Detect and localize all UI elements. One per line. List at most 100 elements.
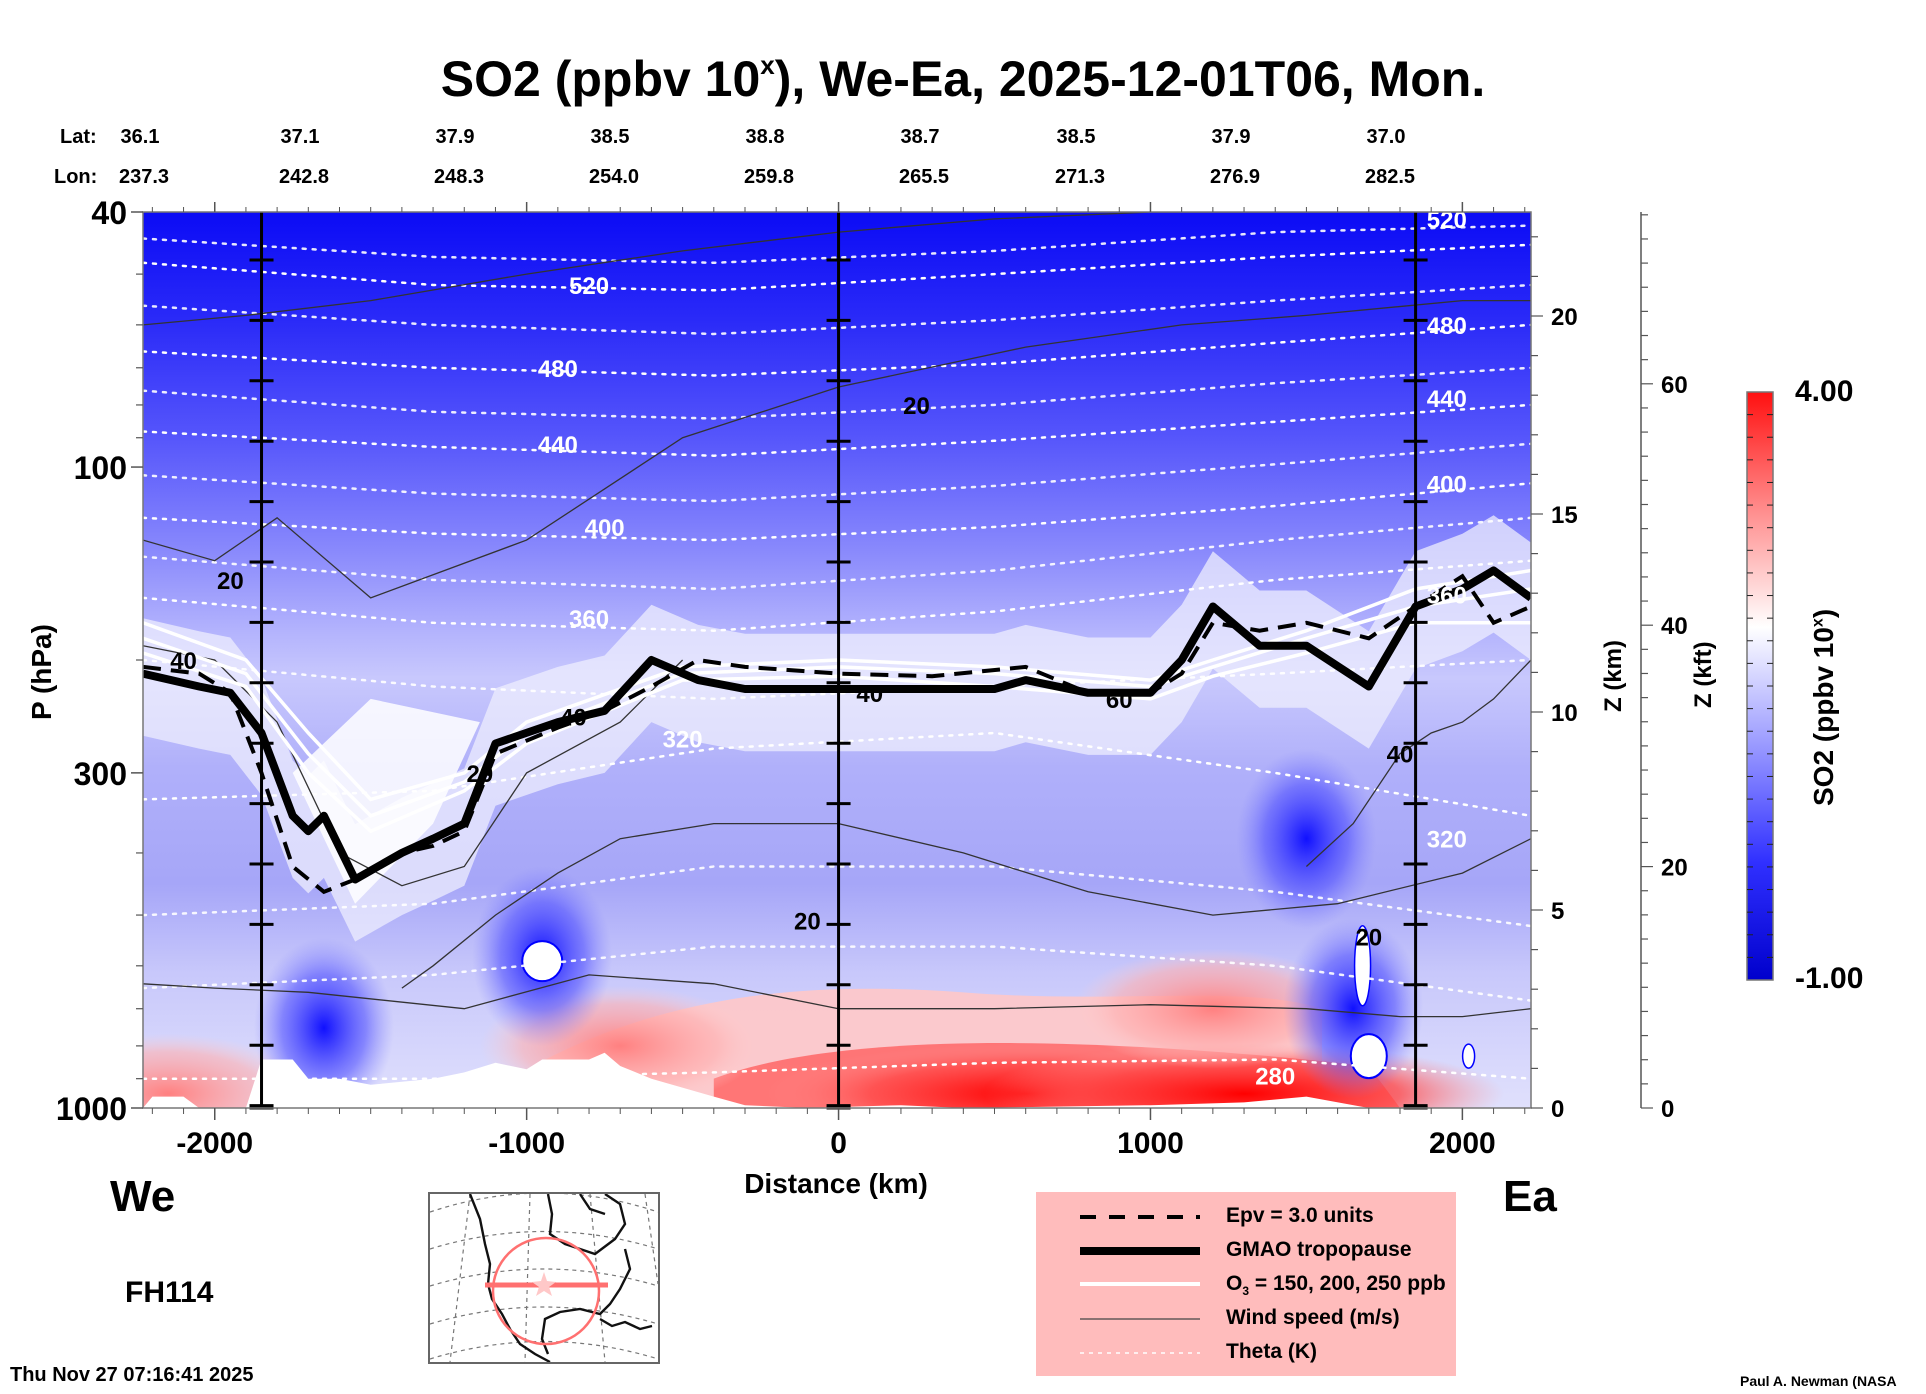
zkm-tick-label: 0 <box>1551 1096 1564 1123</box>
ozone-contour-250 <box>143 621 1531 834</box>
theta-contour <box>143 516 1531 591</box>
tropopause-line <box>143 566 1531 884</box>
credit: Paul A. Newman (NASA <box>1740 1373 1897 1389</box>
lon-value: 282.5 <box>1364 166 1416 188</box>
theta-contour-400 <box>143 482 1531 542</box>
y-tick-label: 300 <box>74 756 127 792</box>
zkft-axis-title: Z (kft) <box>1690 641 1717 708</box>
wind-label: 20 <box>794 909 821 936</box>
y-tick-label: 40 <box>91 195 127 231</box>
x-tick-label: 1000 <box>1117 1127 1184 1160</box>
lon-value: 276.9 <box>1209 166 1261 188</box>
theta-label: 400 <box>1427 471 1467 498</box>
range-circle <box>491 1236 601 1346</box>
chart-title: SO2 (ppbv 10x), We-Ea, 2025-12-01T06, Mo… <box>0 50 1926 108</box>
x-axis-title: Distance (km) <box>744 1168 928 1199</box>
wind-contour-20 <box>143 299 1531 599</box>
lat-label: Lat: <box>60 126 97 148</box>
zkm-tick-label: 5 <box>1551 898 1564 925</box>
wind-label: 40 <box>560 704 587 731</box>
legend-label: O3 = 150, 200, 250 ppb <box>1226 1272 1446 1298</box>
theta-label: 360 <box>569 606 609 633</box>
theta-label: 280 <box>1255 1064 1295 1091</box>
lat-value: 37.1 <box>280 126 320 148</box>
theta-contour-360 <box>143 559 1531 632</box>
epv-contour <box>143 573 1531 895</box>
legend-label: Wind speed (m/s) <box>1226 1306 1400 1329</box>
theta-contour-280 <box>143 1058 1531 1080</box>
dotted-line-icon <box>1080 1352 1200 1354</box>
title-rest: ), We-Ea, 2025-12-01T06, Mon. <box>774 51 1486 107</box>
so2-coldspot <box>1236 748 1377 929</box>
theta-contour-480 <box>143 323 1531 377</box>
wind-label: 20 <box>903 393 930 420</box>
lon-value: 271.3 <box>1054 166 1106 188</box>
legend-item-epv: Epv = 3.0 units <box>1036 1200 1456 1234</box>
theta-contour <box>143 283 1531 336</box>
x-tick-label: -1000 <box>488 1127 565 1160</box>
lat-value: 38.7 <box>900 126 940 148</box>
wind-label: 20 <box>217 568 244 595</box>
wind-contour-40 <box>143 645 684 887</box>
legend-label: Epv = 3.0 units <box>1226 1204 1374 1227</box>
colorbar-title-text: SO2 (ppbv 10 <box>1808 627 1839 806</box>
timestamp: Thu Nov 27 07:16:41 2025 <box>10 1364 254 1386</box>
theta-contour <box>143 224 1531 265</box>
missing-cell <box>1353 925 1372 1007</box>
coastlines <box>468 1194 653 1362</box>
lat-value: 38.5 <box>1056 126 1096 148</box>
lat-value: 37.0 <box>1366 126 1406 148</box>
legend-item-wind: Wind speed (m/s) <box>1036 1302 1456 1336</box>
colorbar-min-label: -1.00 <box>1795 962 1864 995</box>
theta-label: 480 <box>1427 313 1467 340</box>
legend-item-tropopause: GMAO tropopause <box>1036 1234 1456 1268</box>
theta-contour-320 <box>143 731 1531 818</box>
ozone-contour-150 <box>143 568 1531 802</box>
wind-label: 20 <box>467 761 494 788</box>
lon-value: 248.3 <box>433 166 485 188</box>
lon-value: 265.5 <box>898 166 950 188</box>
so2-coldspot <box>1283 918 1424 1099</box>
theta-label: 320 <box>663 726 703 753</box>
y-axis-title: P (hPa) <box>26 624 57 720</box>
theta-label: 520 <box>569 273 609 300</box>
map-inset <box>428 1192 660 1364</box>
theta-label: 320 <box>1427 827 1467 854</box>
wind-label: 40 <box>1387 742 1414 769</box>
legend: Epv = 3.0 units GMAO tropopause O3 = 150… <box>1036 1192 1456 1376</box>
missing-cell <box>521 940 564 983</box>
axes: 40 100 300 1000 -2000 -1000 0 1000 2000 0 5 10 15 20 0… <box>56 195 1774 1160</box>
title-sup: x <box>760 50 775 81</box>
theta-contour-520 <box>143 243 1531 292</box>
terrain-mask <box>143 1052 1531 1108</box>
zkft-tick-label: 0 <box>1661 1096 1674 1123</box>
zkm-axis-title: Z (km) <box>1600 640 1627 712</box>
x-tick-label: 0 <box>830 1127 847 1160</box>
legend-o3-rest: = 150, 200, 250 ppb <box>1249 1272 1446 1295</box>
colorbar-title: SO2 (ppbv 10x) <box>1808 609 1840 806</box>
legend-label: GMAO tropopause <box>1226 1238 1412 1261</box>
theta-contour <box>143 865 1531 928</box>
so2-hotspot <box>1072 948 1353 1069</box>
theta-contour <box>143 945 1531 1002</box>
wind-label: 40 <box>170 648 197 675</box>
lon-value: 237.3 <box>118 166 170 188</box>
legend-item-theta: Theta (K) <box>1036 1336 1456 1370</box>
thin-line-icon <box>1080 1318 1200 1320</box>
zkm-tick-label: 15 <box>1551 502 1578 529</box>
wind-label: 20 <box>1355 924 1382 951</box>
zkm-tick-label: 20 <box>1551 304 1578 331</box>
y-tick-label: 1000 <box>56 1091 127 1127</box>
map-svg <box>430 1194 658 1362</box>
legend-o3: O <box>1226 1272 1243 1295</box>
lon-label: Lon: <box>54 166 98 188</box>
x-tick-label: 2000 <box>1429 1127 1496 1160</box>
lat-value: 36.1 <box>120 126 160 148</box>
legend-label: Theta (K) <box>1226 1340 1317 1363</box>
zkft-tick-label: 20 <box>1661 855 1688 882</box>
zkft-tick-label: 60 <box>1661 372 1688 399</box>
wind-contour-40 <box>1305 659 1531 867</box>
theta-label: 440 <box>538 432 578 459</box>
lon-value: 242.8 <box>278 166 330 188</box>
theta-contour <box>143 442 1531 503</box>
